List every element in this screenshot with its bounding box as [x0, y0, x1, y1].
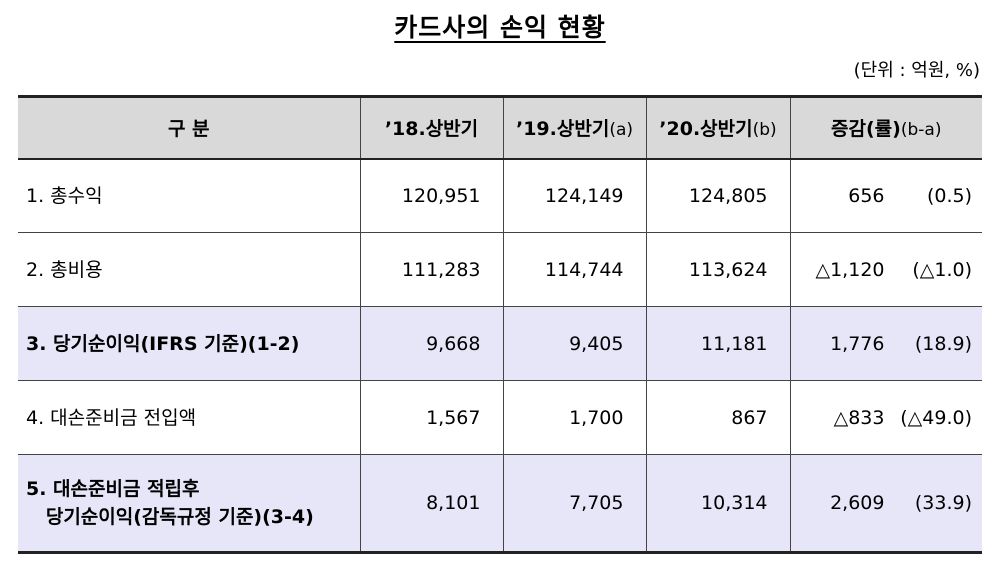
row-label: 3. 당기순이익(IFRS 기준)(1-2)	[18, 306, 361, 381]
value-cell: 10,314	[645, 454, 791, 553]
change-cell: 1,776 (18.9)	[789, 306, 983, 381]
value-cell: 867	[645, 380, 791, 455]
change-rate: (△49.0)	[900, 406, 972, 429]
value-cell: 113,624	[645, 232, 791, 307]
row-label: 2. 총비용	[18, 232, 361, 307]
column-header-suffix: (b-a)	[900, 120, 942, 141]
change-cell: 2,609 (33.9)	[789, 454, 983, 553]
value-cell: 1,700	[502, 380, 647, 455]
column-header-main: 구 분	[167, 118, 210, 141]
change-rate: (33.9)	[914, 492, 972, 514]
table-row: 5. 대손준비금 적립후 당기순이익(감독규정 기준)(3-4) 8,101 7,7…	[18, 454, 983, 553]
change-wrap: 2,609 (33.9)	[791, 492, 983, 514]
value-cell: 7,705	[502, 454, 647, 553]
change-rate: (18.9)	[914, 332, 972, 355]
change-wrap: △833 (△49.0)	[791, 407, 983, 429]
value-cell: 124,805	[645, 158, 791, 233]
column-header-main: 증감(률)	[831, 118, 901, 141]
change-amount: △1,120	[815, 258, 885, 281]
column-header: ’19.상반기(a)	[502, 95, 647, 160]
header-row: 구 분 ’18.상반기 ’19.상반기(a) ’20.상반기(b) 증감(률)(b-a)	[18, 95, 982, 160]
column-header: 구 분	[18, 95, 361, 160]
unit: (단위 : 억원, %)	[853, 60, 980, 81]
value-cell: 9,405	[502, 306, 647, 381]
value-cell: 114,744	[502, 232, 647, 307]
row-label-line: 1. 총수익	[26, 184, 103, 207]
value-cell: 8,101	[359, 454, 504, 553]
change-amount: 656	[848, 184, 885, 207]
row-label-line: 3. 당기순이익(IFRS 기준)(1-2)	[26, 332, 300, 355]
row-label: 1. 총수익	[18, 158, 361, 233]
table-row: 2. 총비용 111,283 114,744 113,624 △1,120 (△1.0)	[18, 232, 983, 307]
value-cell: 11,181	[645, 306, 791, 381]
change-cell: 656 (0.5)	[789, 158, 983, 233]
table-row: 1. 총수익 120,951 124,149 124,805 656 (0.5)	[18, 158, 983, 233]
change-rate: (△1.0)	[912, 258, 972, 281]
value-cell: 120,951	[359, 158, 504, 233]
title-text: 카드사의 손익 현황	[394, 13, 606, 42]
change-amount: 1,776	[830, 332, 885, 355]
change-wrap: △1,120 (△1.0)	[791, 259, 983, 281]
change-cell: △1,120 (△1.0)	[789, 232, 983, 307]
pl-table: 구 분 ’18.상반기 ’19.상반기(a) ’20.상반기(b) 증감(률)(b-a)…	[18, 95, 982, 554]
change-cell: △833 (△49.0)	[789, 380, 983, 455]
change-wrap: 656 (0.5)	[791, 185, 983, 207]
change-amount: △833	[833, 406, 885, 429]
change-wrap: 1,776 (18.9)	[791, 333, 983, 355]
table-body: 1. 총수익 120,951 124,149 124,805 656 (0.5) 2. 총비…	[18, 158, 983, 553]
row-label: 5. 대손준비금 적립후 당기순이익(감독규정 기준)(3-4)	[18, 454, 361, 553]
column-header-suffix: (a)	[609, 120, 633, 141]
change-rate: (0.5)	[926, 184, 972, 207]
row-label-line: 당기순이익(감독규정 기준)(3-4)	[26, 506, 314, 528]
row-label: 4. 대손준비금 전입액	[18, 380, 361, 455]
column-header-main: ’19.상반기	[515, 118, 610, 141]
column-header-main: ’20.상반기	[659, 118, 753, 141]
row-label-line: 5. 대손준비금 적립후	[26, 478, 200, 500]
column-header-main: ’18.상반기	[384, 118, 479, 141]
table-row: 3. 당기순이익(IFRS 기준)(1-2) 9,668 9,405 11,181 1,…	[18, 306, 983, 381]
column-header: 증감(률)(b-a)	[789, 95, 982, 160]
value-cell: 111,283	[359, 232, 504, 307]
column-header: ’20.상반기(b)	[645, 95, 791, 160]
value-cell: 9,668	[359, 306, 504, 381]
table-row: 4. 대손준비금 전입액 1,567 1,700 867 △833 (△49.0)	[18, 380, 983, 455]
row-label-line: 2. 총비용	[26, 258, 103, 281]
title: 카드사의 손익 현황	[0, 8, 1000, 44]
value-cell: 1,567	[359, 380, 504, 455]
row-label-line: 4. 대손준비금 전입액	[26, 406, 197, 429]
column-header-suffix: (b)	[752, 120, 777, 141]
change-amount: 2,609	[830, 492, 885, 514]
value-cell: 124,149	[502, 158, 647, 233]
column-header: ’18.상반기	[359, 95, 504, 160]
